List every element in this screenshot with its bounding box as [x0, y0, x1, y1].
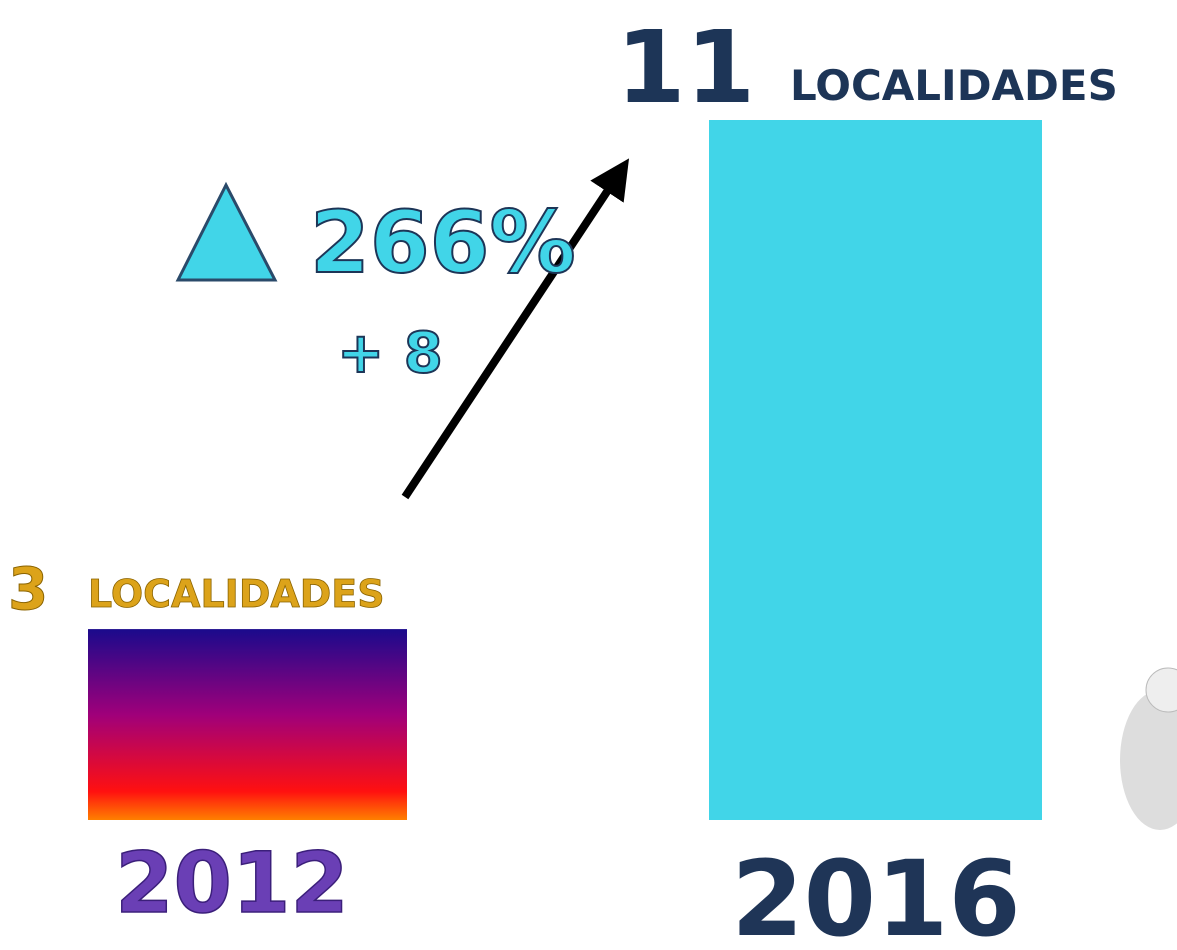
person-figure — [1120, 668, 1177, 830]
unit-label: LOCALIDADES — [790, 61, 1118, 110]
delta-triangle — [178, 185, 275, 280]
absolute-change: + 8 — [337, 321, 442, 386]
unit-label: LOCALIDADES — [88, 572, 385, 616]
percent-change: 266% — [310, 193, 576, 293]
bar — [709, 120, 1042, 820]
value-label: 11 — [616, 9, 755, 126]
category-label: 2016 — [731, 838, 1020, 950]
chart: 2012 3 LOCALIDADES 2016 11 LOCALIDADES 266% +… — [0, 0, 1177, 950]
bar — [88, 629, 407, 820]
value-label: 3 — [8, 555, 48, 623]
category-label: 2012 — [115, 834, 349, 932]
